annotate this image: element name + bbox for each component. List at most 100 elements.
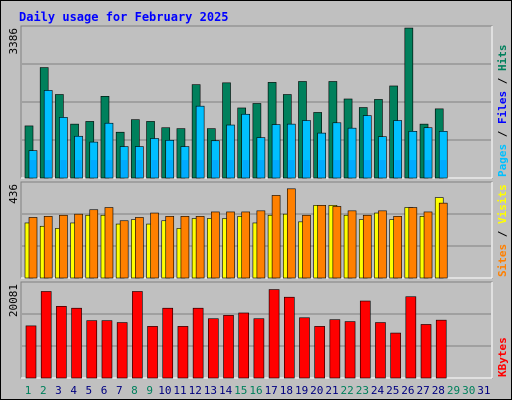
x-day-label: 22 xyxy=(341,384,354,397)
kbytes-bar xyxy=(299,317,310,379)
x-day-label: 12 xyxy=(189,384,202,397)
sites-bar xyxy=(43,216,53,279)
files-bar xyxy=(195,105,205,179)
pages-bar xyxy=(166,160,173,177)
files-bar xyxy=(408,131,418,179)
pages-bar xyxy=(121,160,128,177)
pages-bar xyxy=(90,160,97,177)
sites-bar xyxy=(195,216,205,279)
x-day-label: 24 xyxy=(371,384,385,397)
files-bar xyxy=(393,120,402,179)
kbytes-bar xyxy=(435,319,447,379)
kbytes-bar xyxy=(192,307,204,379)
pages-bar xyxy=(440,160,447,177)
kbytes-bar xyxy=(177,326,189,379)
x-day-label: 31 xyxy=(477,384,490,397)
kbytes-bar xyxy=(344,321,356,379)
sites-bar xyxy=(393,216,402,279)
x-day-label: 8 xyxy=(131,384,138,397)
files-bar xyxy=(43,90,53,179)
sites-bar xyxy=(59,214,68,279)
files-bar xyxy=(362,115,372,179)
files-bar xyxy=(89,141,99,179)
sites-bar xyxy=(423,211,433,279)
pages-bar xyxy=(30,160,36,177)
files-bar xyxy=(332,122,342,179)
legend-segment: KBytes xyxy=(496,337,509,377)
files-bar xyxy=(256,137,266,179)
kbytes-bar xyxy=(86,320,98,379)
files-bar xyxy=(378,136,387,179)
files-bar xyxy=(119,146,129,179)
pages-bar xyxy=(318,160,325,177)
x-day-label: 16 xyxy=(249,384,262,397)
y-max-label: 20081 xyxy=(7,284,20,317)
pages-bar xyxy=(425,160,432,177)
sites-bar xyxy=(317,205,326,279)
legend-segment: / xyxy=(496,71,509,91)
x-day-label: 21 xyxy=(325,384,338,397)
sites-bar xyxy=(165,216,175,279)
legend-kbytes: KBytes xyxy=(496,337,509,377)
files-bar xyxy=(28,150,38,179)
pages-bar xyxy=(45,160,52,177)
x-day-label: 28 xyxy=(432,384,445,397)
files-bar xyxy=(438,131,448,179)
pages-bar xyxy=(394,160,401,177)
files-bar xyxy=(423,127,433,179)
kbytes-bar xyxy=(375,322,386,379)
pages-bar xyxy=(75,160,82,177)
files-bar xyxy=(150,138,159,179)
sites-bar xyxy=(241,211,251,279)
kbytes-bar xyxy=(162,307,174,379)
files-bar xyxy=(302,120,311,179)
kbytes-bar xyxy=(405,296,417,379)
x-day-label: 25 xyxy=(386,384,399,397)
pages-bar xyxy=(333,160,340,177)
pages-bar xyxy=(60,160,67,177)
sites-bar xyxy=(332,206,342,279)
kbytes-bar xyxy=(132,291,143,379)
pages-bar xyxy=(364,160,371,177)
x-day-label: 3 xyxy=(55,384,62,397)
sites-bar xyxy=(408,207,418,279)
files-bar xyxy=(180,146,190,179)
pages-bar xyxy=(349,160,356,177)
files-bar xyxy=(347,127,357,179)
kbytes-bar xyxy=(268,289,280,379)
kbytes-bar xyxy=(208,318,219,379)
x-day-label: 20 xyxy=(310,384,323,397)
sites-bar xyxy=(104,207,114,279)
pages-bar xyxy=(409,160,416,177)
legend-segment: Hits xyxy=(496,45,509,72)
x-day-label: 19 xyxy=(295,384,308,397)
sites-bar xyxy=(256,210,266,279)
pages-bar xyxy=(288,160,295,177)
x-day-label: 13 xyxy=(204,384,217,397)
kbytes-bar xyxy=(238,312,250,379)
sites-bar xyxy=(180,216,190,279)
sites-bar xyxy=(438,202,448,279)
x-day-label: 30 xyxy=(462,384,475,397)
x-day-label: 4 xyxy=(70,384,77,397)
x-day-label: 9 xyxy=(146,384,153,397)
pages-bar xyxy=(105,160,112,177)
pages-bar xyxy=(273,160,280,177)
x-day-label: 11 xyxy=(173,384,186,397)
kbytes-bar xyxy=(116,322,128,379)
files-bar xyxy=(226,124,235,179)
x-day-label: 23 xyxy=(356,384,369,397)
pages-bar xyxy=(257,160,264,177)
legend-segment: Pages xyxy=(496,144,509,177)
sites-bar xyxy=(226,211,235,279)
sites-bar xyxy=(28,217,38,279)
kbytes-bar xyxy=(25,325,37,379)
pages-bar xyxy=(212,160,219,177)
x-day-label: 2 xyxy=(40,384,47,397)
files-bar xyxy=(317,132,326,179)
sites-bar xyxy=(211,211,220,279)
sites-bar xyxy=(362,214,372,279)
pages-bar xyxy=(151,160,158,177)
legend-segment: / xyxy=(496,224,509,244)
